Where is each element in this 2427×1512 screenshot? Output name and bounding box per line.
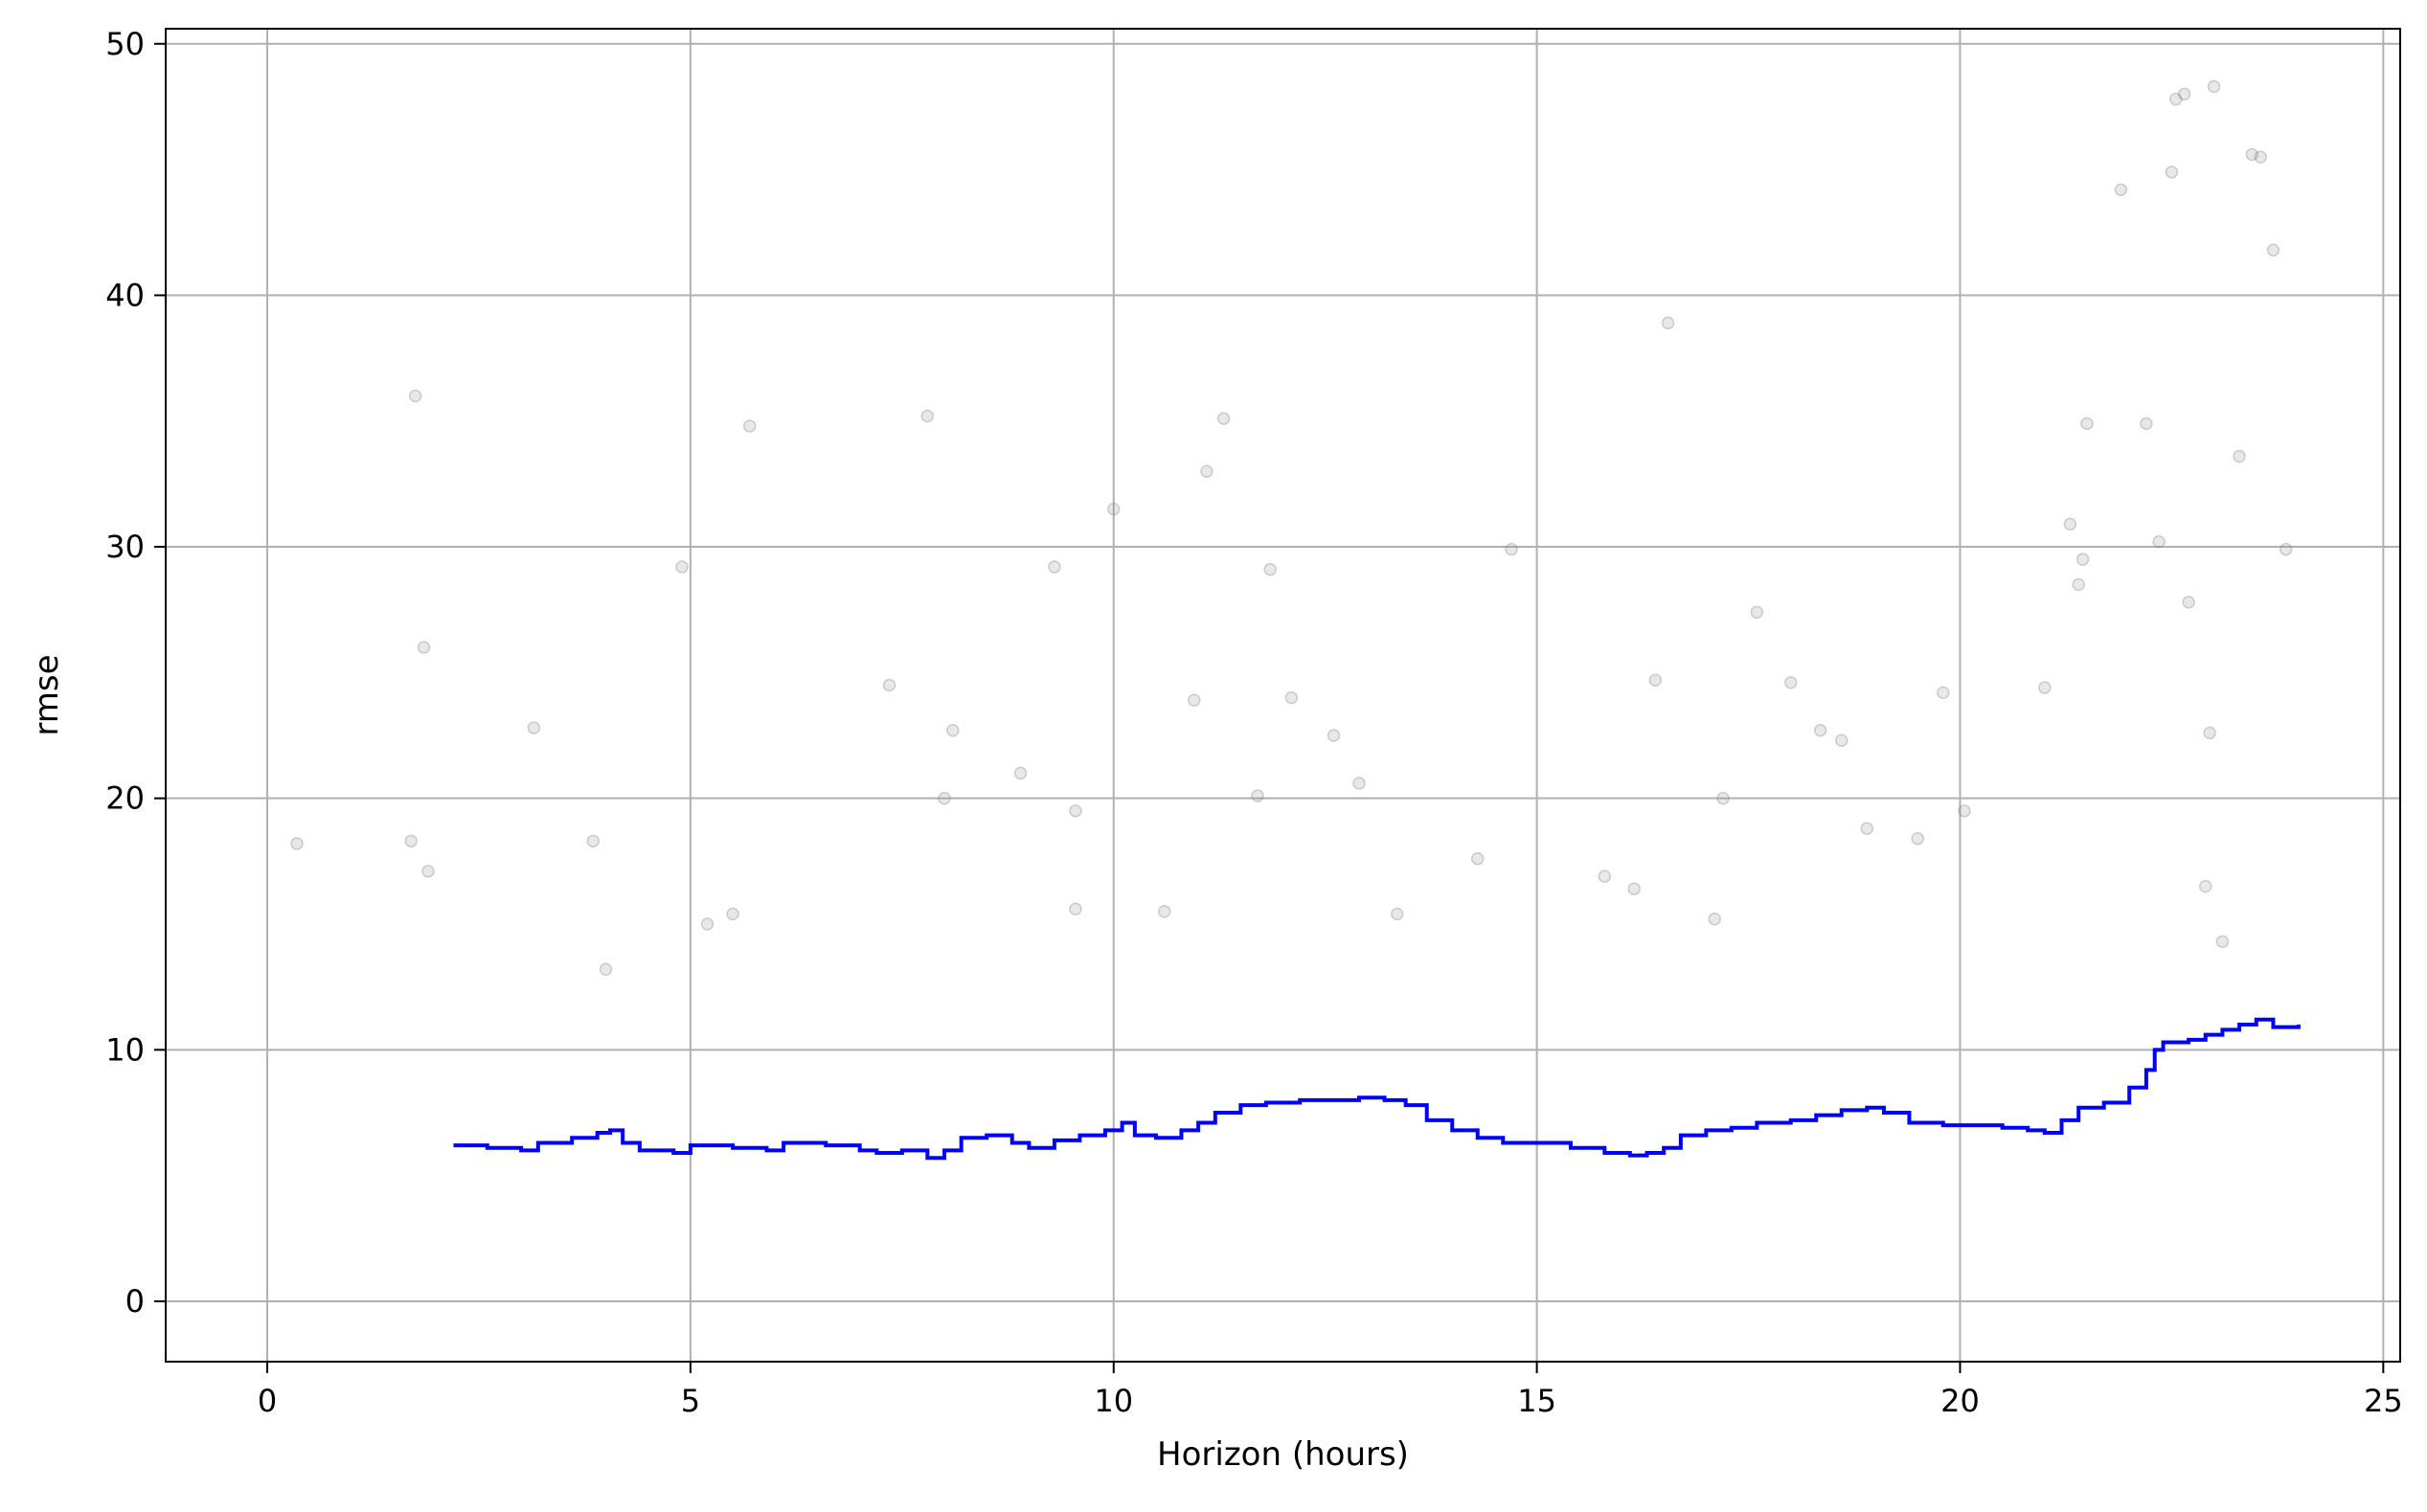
scatter-point [1598, 869, 1612, 883]
scatter-point [1013, 766, 1028, 780]
scatter-point [2182, 596, 2195, 609]
scatter-point [920, 409, 935, 423]
scatter-point [2254, 150, 2267, 164]
y-tick-label: 40 [105, 277, 145, 313]
scatter-point [2114, 183, 2128, 196]
scatter-point [1505, 542, 1518, 556]
y-axis-label: rmse [28, 654, 66, 735]
scatter-point [2279, 542, 2293, 556]
y-tick-label: 30 [105, 529, 145, 565]
scatter-point [2266, 243, 2280, 257]
scatter-point [2169, 92, 2183, 106]
scatter-point [1107, 502, 1121, 516]
y-tick-label: 0 [125, 1283, 145, 1320]
scatter-point [1627, 882, 1641, 895]
scatter-point [2038, 681, 2052, 694]
scatter-point [1937, 686, 1950, 700]
scatter-point [1708, 913, 1721, 926]
scatter-point [700, 917, 714, 931]
scatter-point [2233, 449, 2246, 463]
scatter-point [599, 962, 613, 977]
scatter-point [2245, 147, 2259, 162]
scatter-point [2063, 517, 2077, 531]
scatter-point [1187, 693, 1201, 708]
scatter-point [2072, 577, 2085, 592]
scatter-point [1284, 690, 1299, 705]
scatter-point [1783, 676, 1798, 689]
scatter-point [1069, 902, 1082, 915]
scatter-point [417, 641, 431, 654]
scatter-point [1158, 905, 1171, 918]
scatter-point [1471, 851, 1485, 866]
scatter-point [1352, 777, 1366, 790]
scatter-point [938, 791, 951, 805]
scatter-point [1911, 831, 1925, 846]
scatter-point [1263, 562, 1277, 576]
x-tick-label: 25 [2364, 1383, 2403, 1419]
scatter-point [527, 721, 541, 734]
grid [166, 29, 2400, 1362]
scatter-point [726, 907, 739, 921]
scatter-point [1716, 791, 1730, 805]
x-tick-label: 15 [1517, 1383, 1556, 1419]
scatter-point [2207, 79, 2221, 94]
scatter-point [2203, 726, 2216, 740]
x-tick-label: 5 [681, 1383, 700, 1419]
scatter-point [2075, 553, 2090, 566]
scatter-point [1048, 560, 1061, 574]
scatter-point [2152, 535, 2166, 549]
scatter-point [408, 389, 422, 403]
scatter-point [1391, 907, 1404, 921]
scatter-point [2140, 417, 2153, 431]
scatter-point [2080, 417, 2094, 431]
y-tick-label: 50 [105, 26, 145, 62]
scatter-point [404, 834, 419, 848]
scatter-point [421, 865, 435, 878]
x-tick-label: 0 [258, 1383, 277, 1419]
scatter-point [2165, 165, 2179, 179]
scatter-point [882, 678, 896, 692]
x-axis-ticks: 0 5 10 15 20 25 [258, 1362, 2403, 1419]
scatter-point [290, 837, 304, 850]
y-tick-label: 20 [105, 780, 145, 817]
y-axis-ticks: 0 10 20 30 40 50 [105, 26, 166, 1320]
scatter-point [1200, 464, 1214, 478]
scatter-point [1069, 804, 1082, 818]
scatter-point [2215, 935, 2230, 949]
scatter-point [675, 560, 689, 574]
scatter-point [1750, 605, 1764, 620]
scatter-point [1813, 724, 1827, 737]
scatter-point [2177, 87, 2191, 102]
y-tick-label: 10 [105, 1031, 145, 1068]
scatter-point [1648, 673, 1663, 687]
scatter-point [1327, 729, 1341, 742]
x-tick-label: 10 [1094, 1383, 1133, 1419]
scatter-point [1835, 733, 1849, 748]
scatter-point [1216, 412, 1231, 425]
scatter-point [946, 724, 960, 737]
scatter-point [2198, 879, 2212, 893]
line-series [453, 1017, 2301, 1161]
scatter-point [1860, 822, 1874, 835]
x-axis-label: Horizon (hours) [1157, 1435, 1409, 1474]
rolling-mean-line [453, 1017, 2301, 1161]
scatter-point [1661, 316, 1675, 330]
plot-frame [165, 28, 2401, 1363]
scatter-series [290, 79, 2293, 977]
x-tick-label: 20 [1940, 1383, 1980, 1419]
scatter-point [1251, 789, 1264, 802]
scatter-point [743, 419, 757, 433]
scatter-point [586, 834, 601, 848]
scatter-point [1958, 804, 1971, 818]
